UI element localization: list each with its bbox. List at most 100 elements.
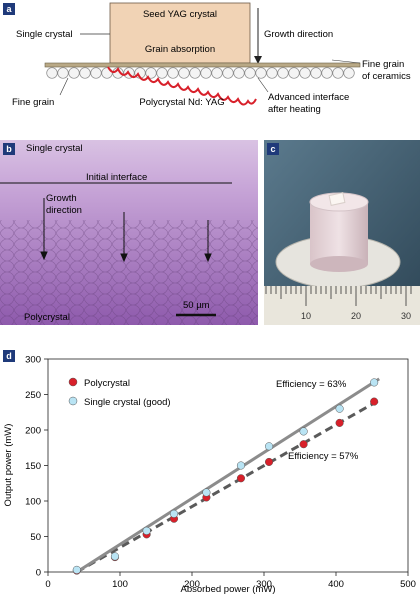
seed-crystal-square <box>328 192 346 206</box>
x-tick-label: 200 <box>184 579 200 590</box>
fine-grain <box>310 67 322 79</box>
data-point-polycrystal <box>264 457 274 466</box>
fine-grain <box>46 67 58 79</box>
fine-grain-row <box>46 67 355 79</box>
data-point-single-crystal <box>335 404 344 413</box>
growth-arrows <box>40 198 212 263</box>
y-tick-label: 200 <box>25 426 41 437</box>
fine-grain <box>321 67 333 79</box>
x-tick-label: 500 <box>400 579 416 590</box>
fine-grain <box>167 67 179 79</box>
polycrystal-grains <box>0 220 258 325</box>
crystal-cylinder <box>310 202 368 264</box>
efficiency-57-label: Efficiency = 57% <box>288 451 359 462</box>
y-tick-label: 150 <box>25 461 41 472</box>
data-point-single-crystal <box>202 488 211 497</box>
fine-grain <box>90 67 102 79</box>
grain-absorption-label: Grain absorption <box>145 44 215 55</box>
x-tick-label: 400 <box>328 579 344 590</box>
fine-grain-label: Fine grain <box>12 97 54 108</box>
y-tick-label: 250 <box>25 390 41 401</box>
x-tick-label: 100 <box>112 579 128 590</box>
fine-grain-ceramics-label-1: Fine grain <box>362 59 404 70</box>
fit-line-single-crystal <box>75 377 381 574</box>
fine-grain <box>156 67 168 79</box>
efficiency-63-label: Efficiency = 63% <box>276 379 347 390</box>
advanced-interface-label-1: Advanced interface <box>268 92 349 103</box>
ceramic-plate <box>44 62 361 68</box>
fine-grain <box>57 67 69 79</box>
fine-grain <box>222 67 234 79</box>
x-tick-label: 300 <box>256 579 272 590</box>
data-point-single-crystal <box>236 461 246 470</box>
data-point-polycrystal <box>299 440 308 449</box>
ruler-label-30: 30 <box>401 311 411 321</box>
panel-d-chart: d 0 100 200 300 400 500 0 50 100 150 200 250 300 Abs… <box>0 347 420 609</box>
growth-label: Growth <box>46 193 77 204</box>
scale-bar-label: 50 µm <box>183 300 210 311</box>
advanced-interface-label-2: after heating <box>268 104 321 115</box>
fine-grain <box>299 67 311 79</box>
fine-grain <box>178 67 190 79</box>
fine-grain <box>233 67 245 79</box>
y-tick-label: 50 <box>30 532 41 543</box>
data-point-polycrystal <box>370 397 379 406</box>
fine-grain <box>79 67 91 79</box>
y-tick-label: 100 <box>25 497 41 508</box>
polycrystal-nd-yag-label: Polycrystal Nd: YAG <box>139 97 224 108</box>
panel-c-photo: c 10 20 30 <box>255 140 420 325</box>
seed-label: Seed YAG crystal <box>143 9 217 20</box>
advanced-interface-outline <box>107 66 257 106</box>
ruler-label-20: 20 <box>351 311 361 321</box>
data-point-single-crystal <box>142 526 151 535</box>
panel-c-tag: c <box>267 143 279 155</box>
legend-marker-single-crystal <box>68 396 78 406</box>
polycrystal-label: Polycrystal <box>24 312 70 323</box>
fine-grain <box>277 67 289 79</box>
x-tick-label: 0 <box>45 579 50 590</box>
x-axis-title: Absorbed power (mW) <box>180 584 275 595</box>
initial-interface-label: Initial interface <box>86 172 147 183</box>
fine-grain <box>255 67 267 79</box>
fine-grain <box>288 67 300 79</box>
fine-grain <box>332 67 344 79</box>
seed-yag-crystal <box>109 2 251 64</box>
y-tick-label: 300 <box>25 355 41 366</box>
data-point-single-crystal <box>72 565 81 574</box>
data-point-single-crystal <box>264 442 274 451</box>
legend-label-single-crystal: Single crystal (good) <box>84 397 171 408</box>
panel-d-tag: d <box>3 350 15 362</box>
legend-label-polycrystal: Polycrystal <box>84 378 130 389</box>
data-point-polycrystal <box>236 474 246 483</box>
single-crystal-label: Single crystal <box>16 29 73 40</box>
ruler <box>264 286 420 325</box>
plot-area <box>47 358 409 573</box>
y-axis-title: Output power (mW) <box>3 424 14 507</box>
data-point-polycrystal <box>335 418 344 427</box>
legend-marker-polycrystal <box>68 377 78 387</box>
fine-grain <box>343 67 355 79</box>
single-crystal-label: Single crystal <box>26 143 83 154</box>
data-point-single-crystal <box>299 427 308 436</box>
data-point-single-crystal <box>110 552 120 561</box>
data-point-single-crystal <box>370 378 379 387</box>
fine-grain <box>266 67 278 79</box>
fine-grain <box>200 67 212 79</box>
panel-b-micrograph: b Single crystal Initial interface Growt… <box>0 140 258 325</box>
panel-a-schematic: a Seed YAG crystal Single crystal Grain … <box>0 0 420 136</box>
growth-schematic: Seed YAG crystal Single crystal Grain ab… <box>12 2 411 115</box>
y-tick-label: 0 <box>36 568 41 579</box>
data-point-single-crystal <box>169 509 179 518</box>
ruler-label-10: 10 <box>301 311 311 321</box>
panel-a-tag: a <box>3 3 15 15</box>
fine-grain <box>189 67 201 79</box>
fine-grain <box>68 67 80 79</box>
panel-b-tag: b <box>3 143 15 155</box>
fine-grain <box>244 67 256 79</box>
direction-label: direction <box>46 205 82 216</box>
growth-direction-label: Growth direction <box>264 29 333 40</box>
fine-grain <box>211 67 223 79</box>
efficiency-chart: 0 100 200 300 400 500 0 50 100 150 200 250 300 Absor… <box>3 355 416 596</box>
fit-line-polycrystal <box>76 398 380 574</box>
fine-grain-ceramics-label-2: of ceramics <box>362 71 411 82</box>
